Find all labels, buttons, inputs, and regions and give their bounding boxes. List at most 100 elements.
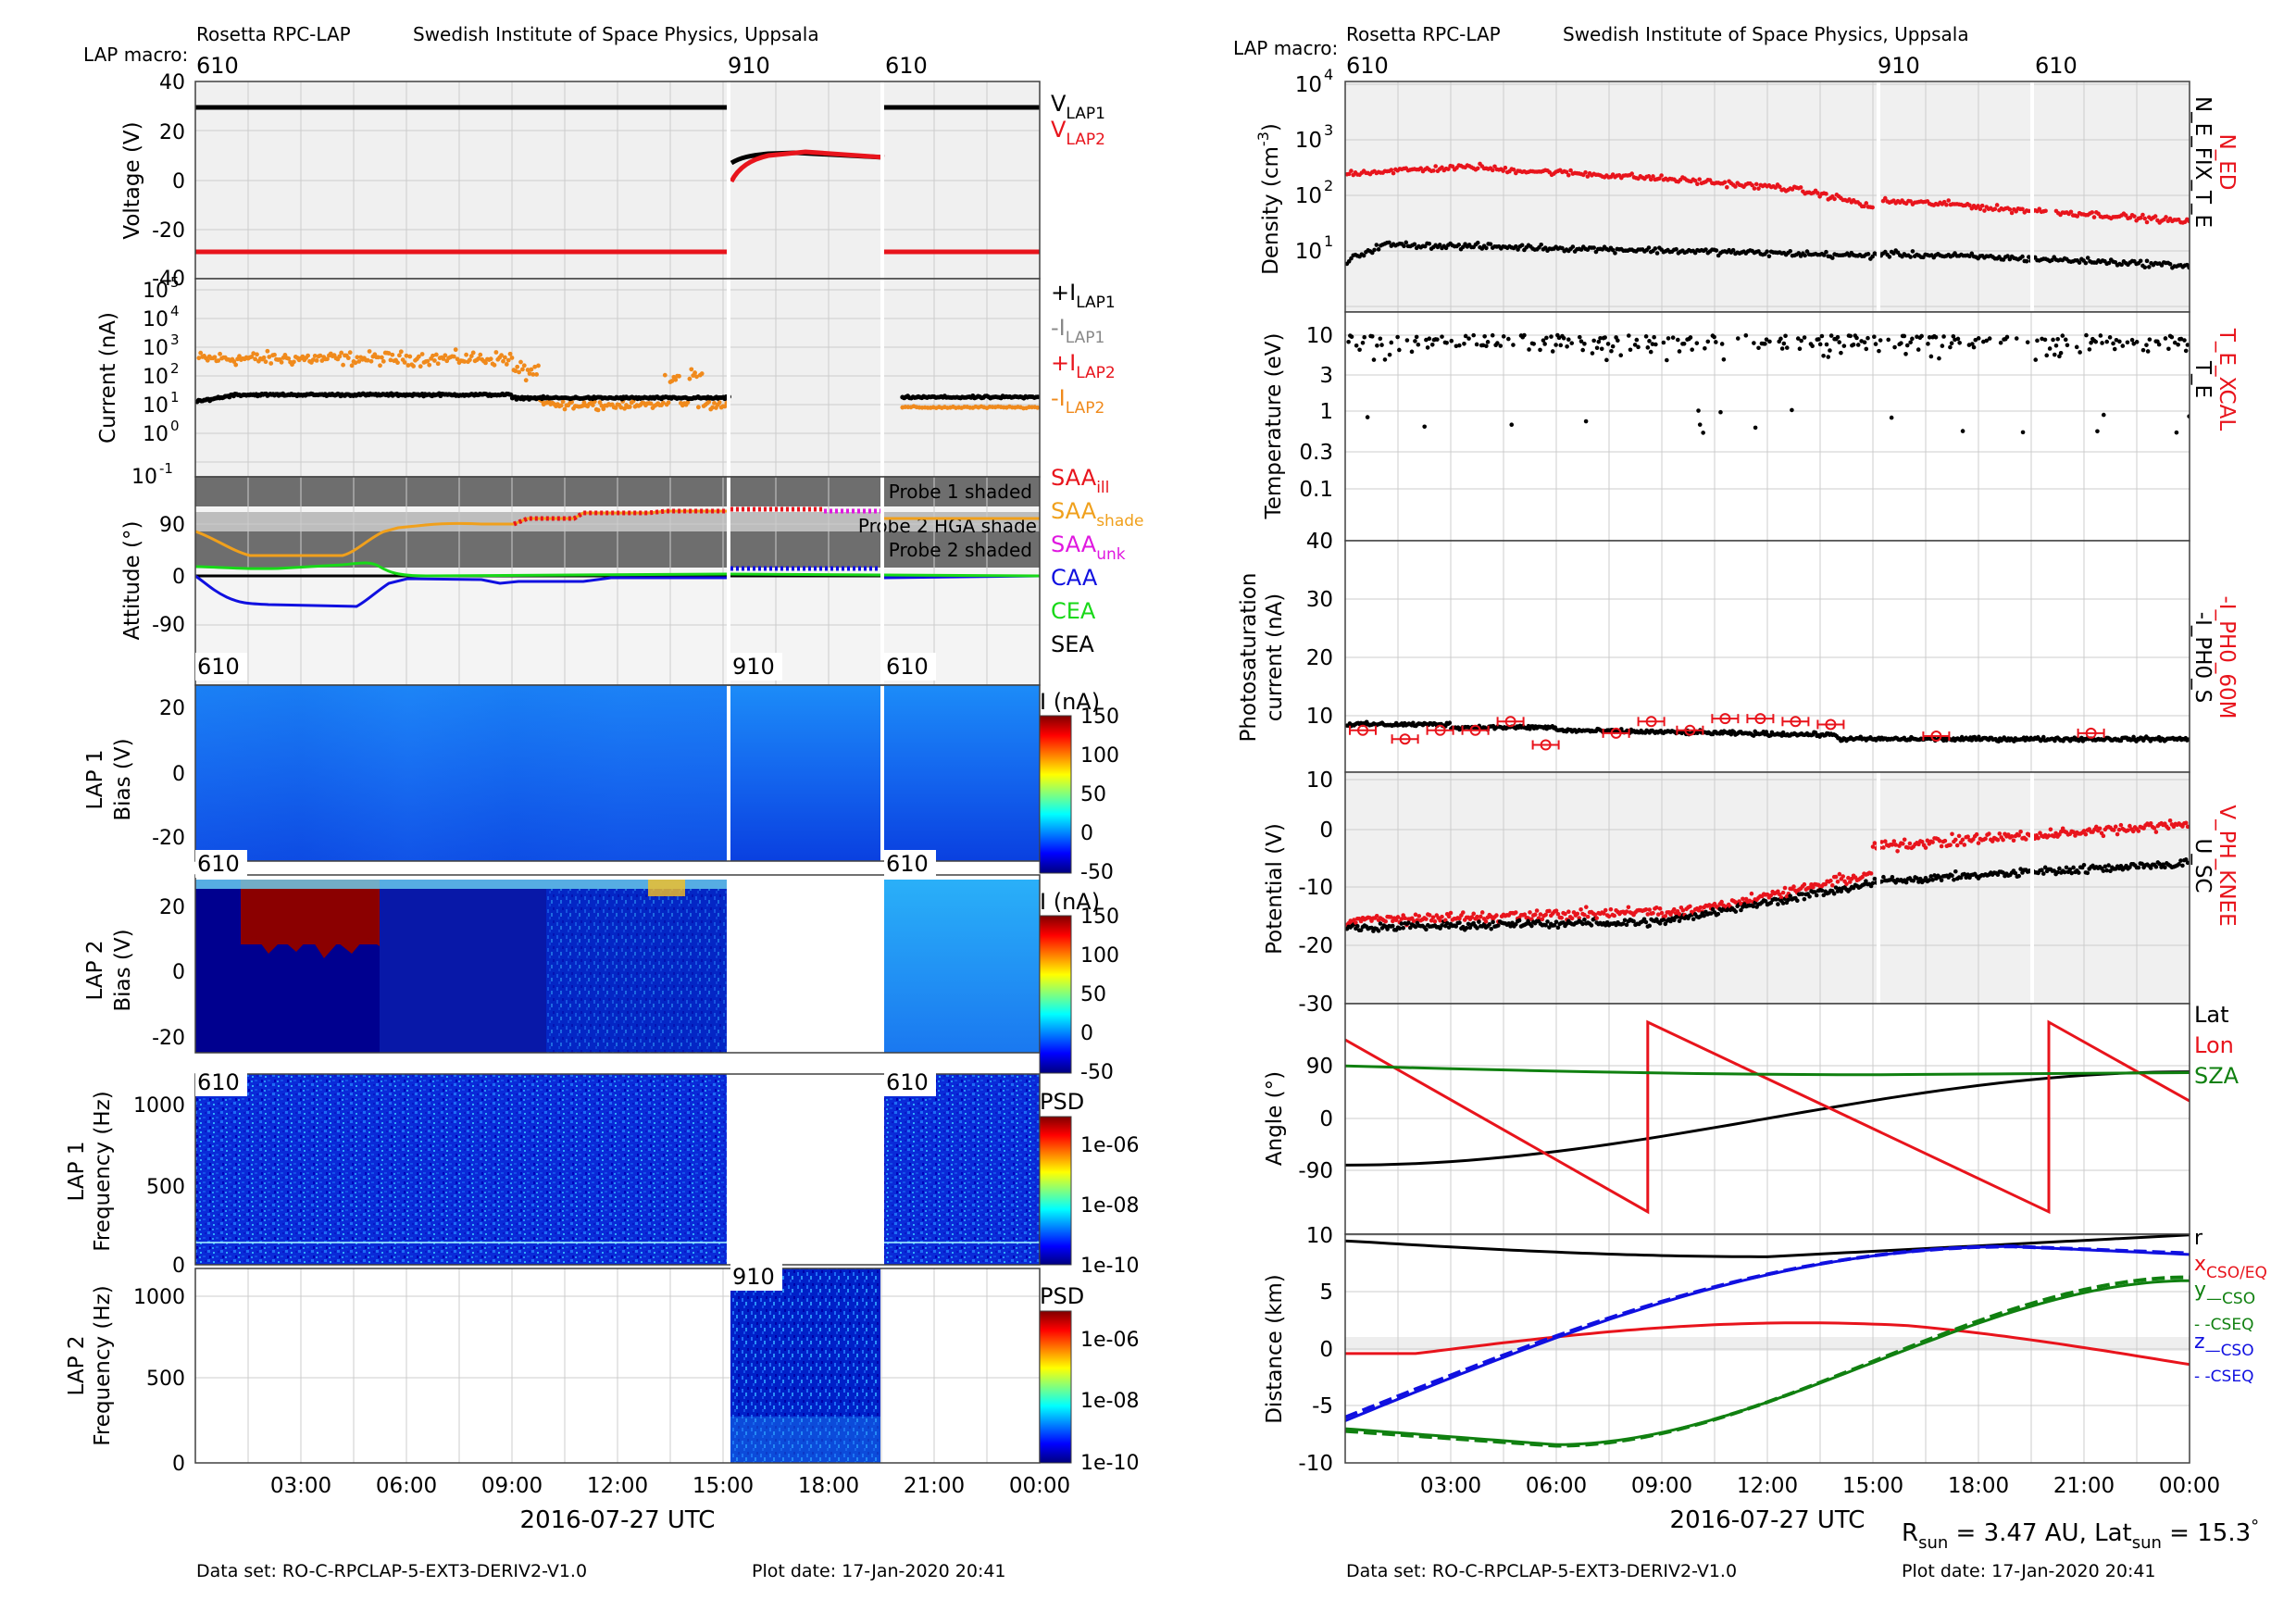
usc-point-445	[2128, 865, 2132, 869]
current-ytick-e2: 10	[143, 366, 168, 389]
usc-point-462	[2157, 861, 2162, 867]
angle-ylabel: Angle (°)	[1263, 1071, 1287, 1166]
ned-point-280	[1944, 202, 1949, 207]
ilap2-neg-point-98	[368, 358, 374, 364]
te-point-283	[2176, 342, 2180, 347]
lap1-freq-macro-box-1	[195, 1068, 247, 1096]
te-point-13	[1379, 343, 1384, 347]
te-point-21	[1413, 339, 1417, 344]
te-point-158	[1817, 342, 1823, 347]
lap1-bias-ytick-20: 20	[159, 697, 185, 720]
te-point-108	[1653, 342, 1658, 347]
vph-knee-point-457	[2148, 820, 2153, 826]
ilap2-neg-point-284	[696, 405, 701, 410]
te-point-119	[1688, 335, 1693, 340]
te-point-236	[2044, 353, 2050, 358]
vph-knee-point-337	[1937, 838, 1942, 843]
vph-knee-point-468	[2167, 818, 2173, 823]
ilap1-pos-point-456	[1035, 394, 1040, 400]
te-point-157	[1816, 337, 1821, 342]
nefix-point-15	[1376, 247, 1381, 252]
probe2-shaded-label: Probe 2 shaded	[889, 539, 1032, 561]
te-point-52	[1501, 334, 1506, 339]
left-macro-2: 910	[728, 53, 770, 79]
usc-point-18	[1376, 929, 1381, 933]
te-point-277	[2163, 336, 2168, 341]
ilap2-neg-point-102	[376, 355, 381, 360]
vph-knee-point-344	[1950, 831, 1954, 837]
vph-knee-point-146	[1602, 911, 1606, 916]
te-point-273	[2147, 337, 2152, 342]
right-xlabel: 2016-07-27 UTC	[1670, 1506, 1866, 1534]
usc-point-277	[1831, 891, 1837, 896]
usc-point-473	[2177, 862, 2181, 867]
lap1-freq-ctick-e8: 1e-08	[1080, 1194, 1139, 1218]
ned-point-251	[1883, 195, 1888, 201]
left-macro-1: 610	[196, 53, 239, 79]
lap2-bias-saturated	[241, 880, 380, 944]
usc-point-158	[1622, 918, 1628, 923]
nefix-point-102	[1560, 245, 1565, 251]
vph-knee-point-280	[1837, 871, 1842, 877]
te-point-245	[2063, 337, 2068, 343]
density-ylabel-exp: -3	[1254, 131, 1272, 146]
ilap2-neg-point-224	[591, 403, 595, 407]
vph-knee-point-77	[1479, 910, 1485, 915]
te-point-80	[1582, 342, 1587, 346]
lap1-bias-macro-2: 910	[732, 654, 775, 680]
ilap2-neg-point-140	[443, 353, 448, 358]
vph-knee-point-348	[1956, 833, 1962, 839]
attitude-legend-0-main: SAA	[1051, 465, 1097, 491]
te-point-219	[1971, 344, 1977, 350]
left-dataset: Data set: RO-C-RPCLAP-5-EXT3-DERIV2-V1.0	[196, 1561, 587, 1581]
vph-knee-point-85	[1494, 913, 1499, 918]
te-point-142	[1767, 339, 1772, 344]
attitude-ytick-m90: -90	[152, 614, 185, 637]
vph-knee-point-66	[1461, 910, 1466, 915]
voltage-legend-0: VLAP1	[1051, 91, 1105, 123]
vph-knee-point-58	[1446, 914, 1452, 919]
usc-point-331	[1927, 878, 1932, 882]
te-point-27	[1427, 336, 1432, 342]
ilap2-neg-point-152	[464, 352, 468, 357]
vph-knee-point-108	[1534, 908, 1540, 913]
photo-ylabel-a: Photosaturation	[1237, 573, 1261, 743]
te-point-261	[2111, 341, 2115, 346]
ilap2-neg-point-245	[627, 405, 632, 409]
ilap2-neg-point-133	[430, 353, 435, 358]
right-xtick-4: 15:00	[1842, 1474, 1903, 1498]
vph-knee-point-330	[1925, 838, 1930, 843]
lap1-bias-macro-3: 610	[886, 654, 929, 680]
ilap2-neg-point-145	[451, 354, 456, 359]
te-point-16	[1389, 340, 1394, 345]
te-point-187	[1889, 415, 1894, 420]
vph-knee-point-229	[1747, 898, 1753, 904]
iph0-s-point-598	[2186, 737, 2190, 743]
te-point-167	[1835, 334, 1841, 340]
vph-knee-point-137	[1585, 914, 1591, 919]
ned-point-245	[1862, 204, 1866, 209]
usc-point-75	[1477, 919, 1481, 924]
ilap2-neg-point-146	[453, 347, 458, 353]
lap1-bias-yticks: 20 0 -20	[152, 697, 185, 850]
usc-point-189	[1677, 918, 1682, 924]
vph-knee-point-147	[1603, 907, 1608, 913]
nefix-point-227	[1824, 249, 1828, 255]
te-point-130	[1718, 409, 1723, 415]
vph-knee-point-149	[1606, 914, 1612, 919]
vph-knee-point-367	[1990, 839, 1995, 843]
te-point-263	[2114, 337, 2119, 343]
te-point-254	[2093, 339, 2099, 344]
te-point-176	[1854, 335, 1859, 341]
ned-point-2	[1349, 169, 1354, 173]
usc-point-54	[1440, 923, 1444, 928]
vph-knee-point-306	[1883, 839, 1888, 843]
usc-point-397	[2042, 865, 2048, 870]
nefix-point-28	[1404, 240, 1409, 245]
usc-point-119	[1554, 919, 1559, 924]
attitude-legend-1: SAAshade	[1051, 498, 1144, 531]
nefix-point-218	[1804, 249, 1810, 254]
attitude-ytick-0: 0	[172, 566, 185, 589]
te-point-264	[2117, 339, 2122, 344]
te-point-149	[1790, 407, 1794, 413]
